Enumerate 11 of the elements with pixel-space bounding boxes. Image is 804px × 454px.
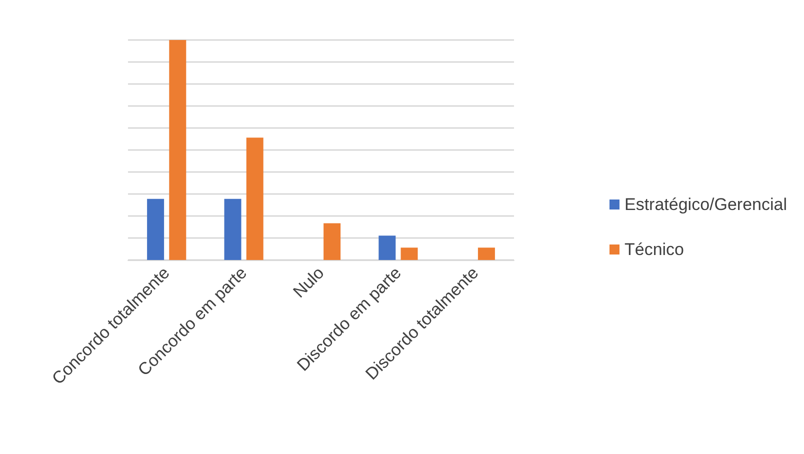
bar [400, 248, 418, 260]
x-tick-label: Nulo [290, 263, 328, 302]
bar [147, 198, 164, 260]
bar [224, 198, 242, 260]
bar [169, 40, 186, 260]
legend-label: Técnico [624, 240, 684, 259]
bar [378, 236, 396, 260]
legend-label: Estratégico/Gerencial [624, 195, 788, 214]
bar [324, 223, 341, 260]
bar [478, 248, 495, 260]
bar [246, 138, 264, 260]
